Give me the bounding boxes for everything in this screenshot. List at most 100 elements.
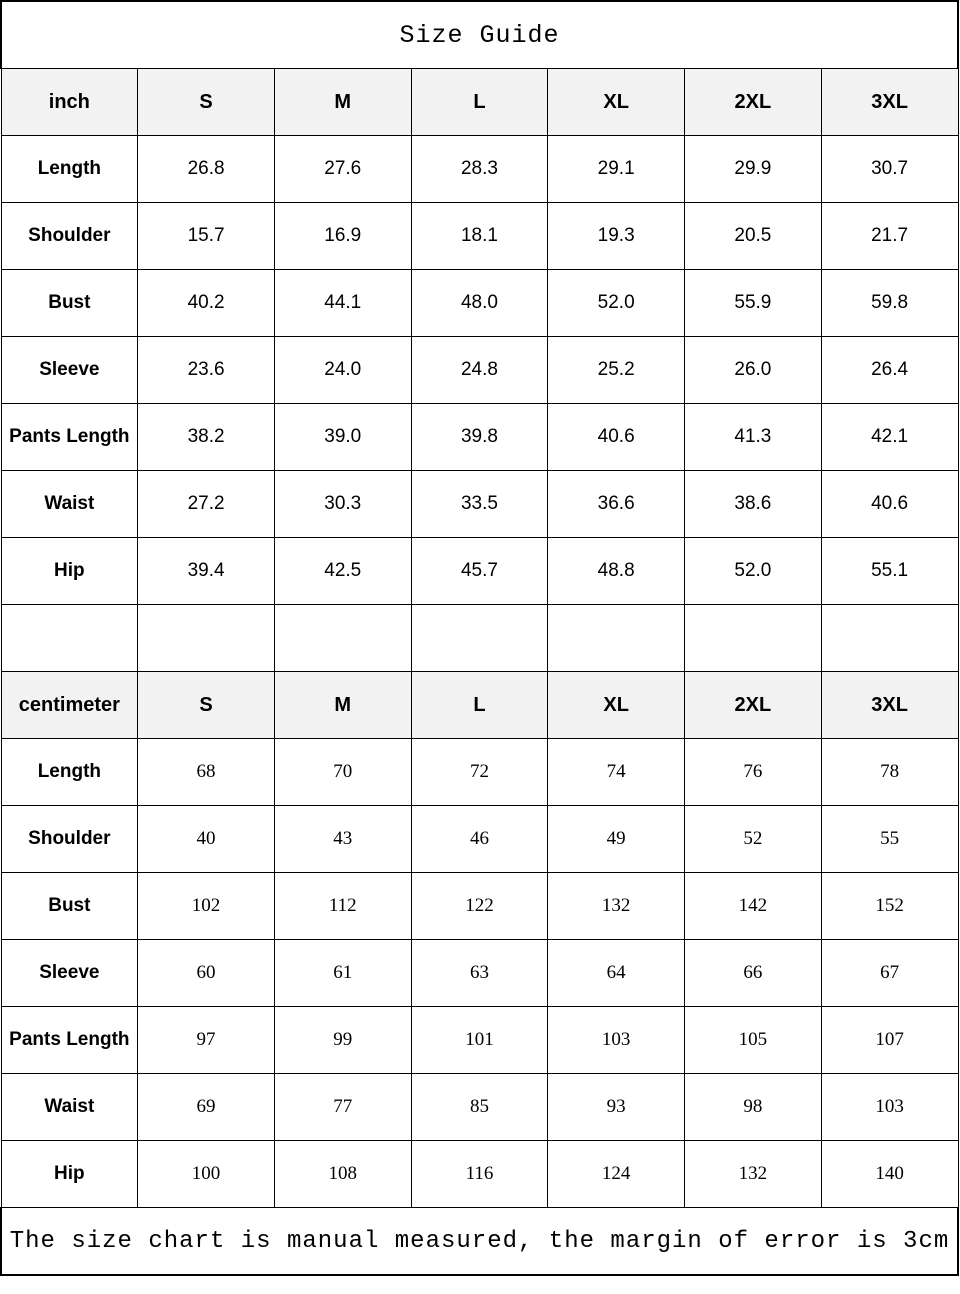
measurement-value: 39.4 bbox=[137, 537, 275, 605]
measurement-value: 44.1 bbox=[273, 269, 412, 337]
measurement-value: 132 bbox=[684, 1140, 822, 1208]
measurement-value: 152 bbox=[820, 872, 959, 940]
measurement-value: 103 bbox=[820, 1073, 959, 1141]
measurement-value: 30.3 bbox=[273, 470, 412, 538]
measurement-value: 30.7 bbox=[820, 135, 959, 203]
measurement-label: Waist bbox=[0, 470, 139, 538]
size-header-m: M bbox=[273, 671, 412, 739]
table-row: Pants Length 38.2 39.0 39.8 40.6 41.3 42.1 bbox=[0, 403, 959, 471]
empty-cell bbox=[547, 604, 686, 672]
measurement-value: 107 bbox=[820, 1006, 959, 1074]
measurement-value: 42.1 bbox=[820, 403, 959, 471]
measurement-value: 20.5 bbox=[684, 202, 822, 270]
empty-cell bbox=[273, 604, 412, 672]
unit-label: centimeter bbox=[0, 671, 139, 739]
measurement-value: 67 bbox=[820, 939, 959, 1007]
measurement-value: 38.6 bbox=[684, 470, 822, 538]
measurement-value: 40.6 bbox=[547, 403, 686, 471]
size-header-2xl: 2XL bbox=[684, 68, 822, 136]
measurement-value: 97 bbox=[137, 1006, 275, 1074]
measurement-label: Hip bbox=[0, 537, 139, 605]
centimeter-header-row: centimeter S M L XL 2XL 3XL bbox=[0, 671, 959, 739]
measurement-value: 76 bbox=[684, 738, 822, 806]
measurement-value: 74 bbox=[547, 738, 686, 806]
measurement-value: 40 bbox=[137, 805, 275, 873]
measurement-value: 142 bbox=[684, 872, 822, 940]
measurement-value: 70 bbox=[273, 738, 412, 806]
measurement-value: 55.1 bbox=[820, 537, 959, 605]
measurement-value: 100 bbox=[137, 1140, 275, 1208]
measurement-value: 64 bbox=[547, 939, 686, 1007]
size-header-m: M bbox=[273, 68, 412, 136]
title-row: Size Guide bbox=[0, 0, 959, 69]
measurement-value: 26.8 bbox=[137, 135, 275, 203]
table-row: Sleeve 60 61 63 64 66 67 bbox=[0, 939, 959, 1007]
measurement-value: 41.3 bbox=[684, 403, 822, 471]
measurement-value: 99 bbox=[273, 1006, 412, 1074]
size-header-3xl: 3XL bbox=[820, 68, 959, 136]
measurement-label: Shoulder bbox=[0, 202, 139, 270]
measurement-value: 48.0 bbox=[410, 269, 549, 337]
measurement-label: Waist bbox=[0, 1073, 139, 1141]
measurement-value: 59.8 bbox=[820, 269, 959, 337]
table-row: Hip 100 108 116 124 132 140 bbox=[0, 1140, 959, 1208]
measurement-label: Length bbox=[0, 135, 139, 203]
measurement-value: 25.2 bbox=[547, 336, 686, 404]
measurement-value: 108 bbox=[273, 1140, 412, 1208]
measurement-value: 29.1 bbox=[547, 135, 686, 203]
measurement-value: 55 bbox=[820, 805, 959, 873]
table-row: Waist 27.2 30.3 33.5 36.6 38.6 40.6 bbox=[0, 470, 959, 538]
empty-cell bbox=[410, 604, 549, 672]
measurement-value: 140 bbox=[820, 1140, 959, 1208]
measurement-label: Pants Length bbox=[0, 1006, 139, 1074]
measurement-value: 68 bbox=[137, 738, 275, 806]
measurement-value: 122 bbox=[410, 872, 549, 940]
size-header-2xl: 2XL bbox=[684, 671, 822, 739]
measurement-value: 26.4 bbox=[820, 336, 959, 404]
measurement-value: 69 bbox=[137, 1073, 275, 1141]
note-row: The size chart is manual measured, the m… bbox=[0, 1207, 959, 1276]
table-row: Bust 102 112 122 132 142 152 bbox=[0, 872, 959, 940]
size-header-3xl: 3XL bbox=[820, 671, 959, 739]
measurement-value: 61 bbox=[273, 939, 412, 1007]
measurement-value: 28.3 bbox=[410, 135, 549, 203]
measurement-value: 16.9 bbox=[273, 202, 412, 270]
table-row: Waist 69 77 85 93 98 103 bbox=[0, 1073, 959, 1141]
size-header-s: S bbox=[137, 671, 275, 739]
size-header-xl: XL bbox=[547, 671, 686, 739]
measurement-value: 42.5 bbox=[273, 537, 412, 605]
measurement-value: 78 bbox=[820, 738, 959, 806]
measurement-value: 52.0 bbox=[684, 537, 822, 605]
measurement-value: 98 bbox=[684, 1073, 822, 1141]
size-header-s: S bbox=[137, 68, 275, 136]
measurement-value: 77 bbox=[273, 1073, 412, 1141]
measurement-label: Shoulder bbox=[0, 805, 139, 873]
page-title: Size Guide bbox=[0, 0, 959, 69]
table-row: Pants Length 97 99 101 103 105 107 bbox=[0, 1006, 959, 1074]
measurement-value: 26.0 bbox=[684, 336, 822, 404]
measurement-value: 43 bbox=[273, 805, 412, 873]
measurement-value: 29.9 bbox=[684, 135, 822, 203]
table-row: Bust 40.2 44.1 48.0 52.0 55.9 59.8 bbox=[0, 269, 959, 337]
empty-cell bbox=[684, 604, 822, 672]
measurement-value: 24.8 bbox=[410, 336, 549, 404]
measurement-note: The size chart is manual measured, the m… bbox=[0, 1207, 959, 1276]
unit-label: inch bbox=[0, 68, 139, 136]
table-row: Shoulder 15.7 16.9 18.1 19.3 20.5 21.7 bbox=[0, 202, 959, 270]
measurement-label: Hip bbox=[0, 1140, 139, 1208]
table-row: Hip 39.4 42.5 45.7 48.8 52.0 55.1 bbox=[0, 537, 959, 605]
table-row: Shoulder 40 43 46 49 52 55 bbox=[0, 805, 959, 873]
measurement-value: 105 bbox=[684, 1006, 822, 1074]
measurement-value: 39.8 bbox=[410, 403, 549, 471]
measurement-value: 101 bbox=[410, 1006, 549, 1074]
measurement-value: 49 bbox=[547, 805, 686, 873]
measurement-value: 124 bbox=[547, 1140, 686, 1208]
inch-header-row: inch S M L XL 2XL 3XL bbox=[0, 68, 959, 136]
measurement-value: 52.0 bbox=[547, 269, 686, 337]
measurement-label: Bust bbox=[0, 269, 139, 337]
measurement-value: 55.9 bbox=[684, 269, 822, 337]
measurement-value: 33.5 bbox=[410, 470, 549, 538]
measurement-value: 46 bbox=[410, 805, 549, 873]
measurement-value: 63 bbox=[410, 939, 549, 1007]
